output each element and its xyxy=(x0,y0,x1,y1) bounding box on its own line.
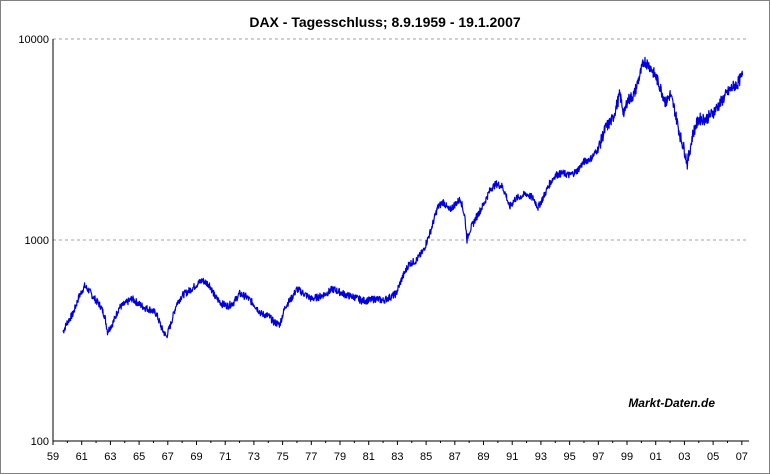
x-tick-label: 59 xyxy=(47,451,59,463)
x-tick-labels: 59 61 63 65 67 69 71 73 75 77 79 81 83 85 87 89 91 93 95 97… xyxy=(47,451,748,463)
x-tick-label: 69 xyxy=(190,451,202,463)
x-tick-label: 79 xyxy=(334,451,346,463)
watermark: Markt-Daten.de xyxy=(628,396,715,410)
y-tick-label: 10000 xyxy=(18,34,49,46)
x-tick-label: 97 xyxy=(592,451,604,463)
x-axis xyxy=(52,39,749,445)
x-tick-label: 99 xyxy=(621,451,633,463)
x-tick-label: 93 xyxy=(535,451,547,463)
y-tick-label: 100 xyxy=(31,436,49,448)
y-tick-label: 1000 xyxy=(25,235,49,247)
x-tick-label: 95 xyxy=(563,451,575,463)
x-tick-label: 65 xyxy=(133,451,145,463)
x-tick-label: 81 xyxy=(363,451,375,463)
chart-title: DAX - Tagesschluss; 8.9.1959 - 19.1.2007 xyxy=(249,14,521,30)
x-tick-label: 85 xyxy=(420,451,432,463)
x-tick-label: 01 xyxy=(650,451,662,463)
x-tick-label: 83 xyxy=(391,451,403,463)
x-tick-label: 03 xyxy=(678,451,690,463)
x-tick-label: 77 xyxy=(305,451,317,463)
x-tick-label: 63 xyxy=(104,451,116,463)
x-tick-label: 67 xyxy=(162,451,174,463)
x-tick-label: 73 xyxy=(248,451,260,463)
series-line xyxy=(62,56,744,339)
x-tick-label: 07 xyxy=(736,451,748,463)
x-tick-label: 91 xyxy=(506,451,518,463)
x-tick-label: 05 xyxy=(707,451,719,463)
x-tick-label: 89 xyxy=(477,451,489,463)
x-tick-label: 61 xyxy=(76,451,88,463)
y-tick-labels: 100 1000 10000 xyxy=(18,34,49,448)
x-tick-label: 75 xyxy=(276,451,288,463)
grid-lines xyxy=(53,38,749,241)
x-tick-label: 87 xyxy=(449,451,461,463)
x-tick-label: 71 xyxy=(219,451,231,463)
